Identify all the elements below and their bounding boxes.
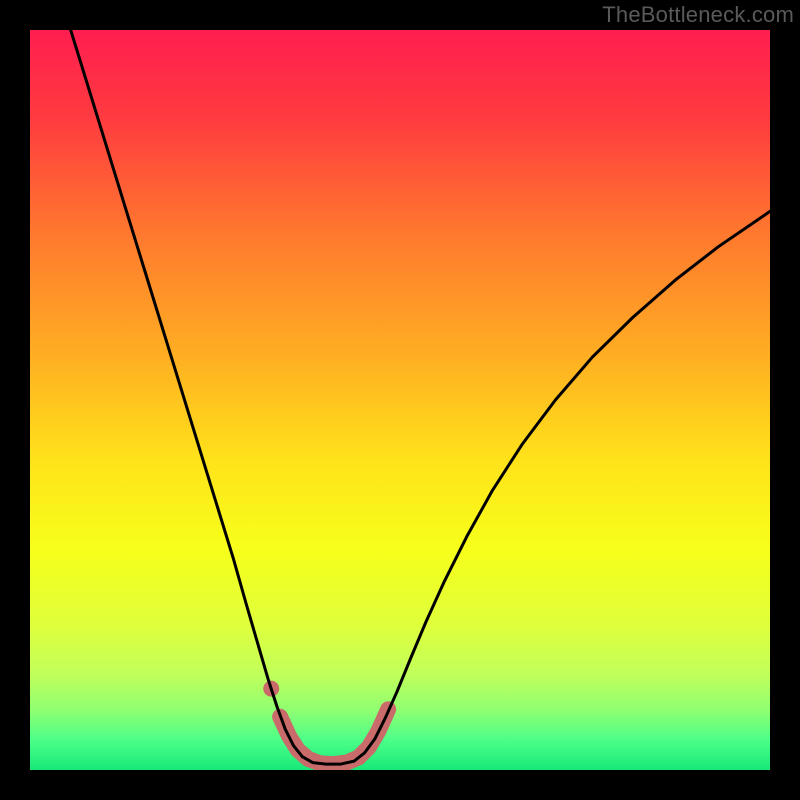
bottleneck-curve — [71, 30, 770, 764]
chart-container: TheBottleneck.com — [0, 0, 800, 800]
accent-curve-segment — [280, 709, 388, 764]
curve-svg — [30, 30, 770, 770]
plot-area — [30, 30, 770, 770]
watermark-text: TheBottleneck.com — [602, 2, 794, 28]
